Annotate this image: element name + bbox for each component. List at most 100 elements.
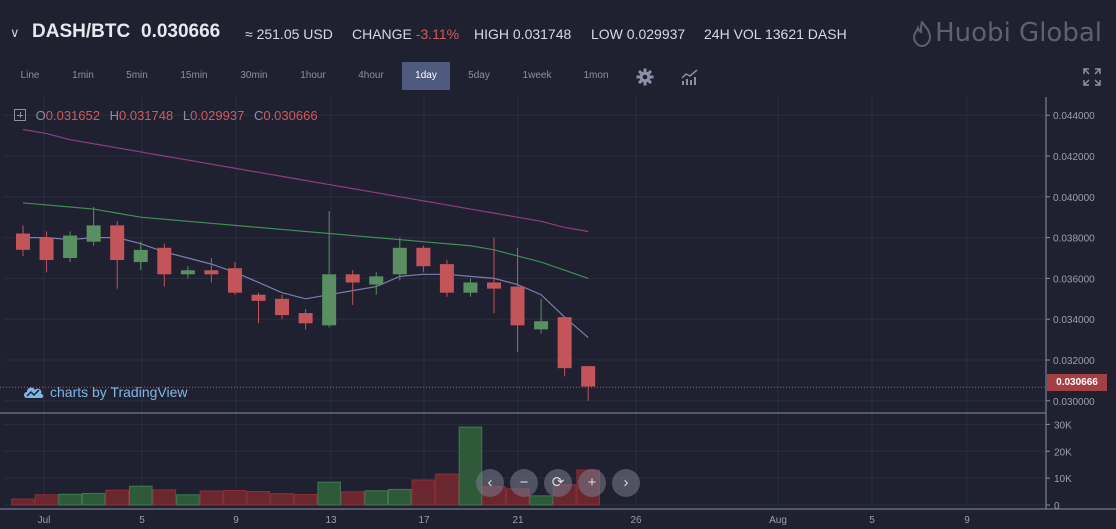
- volume-bar: [34, 494, 59, 506]
- volume-bar: [435, 473, 459, 506]
- candle-body: [416, 247, 431, 267]
- change-stat: CHANGE -3.11%: [352, 26, 459, 42]
- volume-axis-label: 0: [1054, 501, 1060, 512]
- last-price-tag: 0.030666: [1047, 374, 1107, 391]
- interval-line[interactable]: Line: [20, 70, 40, 81]
- volume-bar: [529, 495, 553, 506]
- candle-body: [510, 286, 525, 326]
- last-price: 0.030666: [141, 21, 221, 42]
- candle-body: [110, 225, 125, 261]
- volume-bar: [223, 489, 247, 506]
- time-axis-label: 17: [418, 515, 430, 526]
- legend-toggle-icon[interactable]: [14, 109, 26, 121]
- candle-body: [369, 276, 384, 285]
- time-axis-label: 5: [139, 515, 145, 526]
- volume-stat: 24H VOL 13621 DASH: [704, 26, 847, 42]
- time-axis-label: Jul: [38, 515, 51, 526]
- interval-1hour[interactable]: 1hour: [300, 70, 326, 81]
- volume-bar: [199, 490, 224, 506]
- price-axis-label: 0.044000: [1053, 111, 1095, 122]
- usd-price: ≈ 251.05 USD: [245, 26, 333, 42]
- brand-logo: Huobi Global: [911, 18, 1102, 48]
- volume-bar: [458, 426, 483, 506]
- zoom-out-button[interactable]: −: [510, 469, 538, 497]
- brand-name: Huobi Global: [935, 18, 1102, 48]
- candle-body: [439, 264, 454, 293]
- interval-1mon[interactable]: 1mon: [583, 70, 609, 81]
- candle-body: [39, 237, 54, 261]
- interval-5min[interactable]: 5min: [126, 70, 148, 81]
- candle-body: [581, 366, 596, 387]
- price-axis-label: 0.038000: [1053, 234, 1095, 245]
- scroll-right-button[interactable]: ›: [612, 469, 640, 497]
- high-stat: HIGH 0.031748: [474, 26, 572, 42]
- interval-1day[interactable]: 1day: [402, 62, 450, 90]
- tradingview-credit-text: charts by TradingView: [50, 384, 188, 400]
- candle-body: [16, 233, 30, 250]
- interval-1min[interactable]: 1min: [72, 70, 94, 81]
- candle-body: [463, 282, 478, 293]
- price-axis-label: 0.040000: [1053, 193, 1095, 204]
- time-axis-label: Aug: [769, 515, 787, 526]
- open-label: O: [35, 108, 46, 123]
- volume-bar: [293, 494, 318, 506]
- volume-bar: [58, 493, 82, 506]
- candle-body: [86, 225, 101, 242]
- candle-body: [133, 249, 148, 263]
- pair-name[interactable]: DASH/BTC: [32, 21, 131, 42]
- interval-1week[interactable]: 1week: [522, 70, 552, 81]
- fullscreen-icon[interactable]: [1082, 67, 1102, 87]
- candle-body: [157, 247, 172, 275]
- time-axis-label: 21: [512, 515, 524, 526]
- volume-bar: [81, 492, 106, 506]
- volume-bar: [105, 489, 129, 506]
- indicators-icon[interactable]: [680, 67, 700, 87]
- zoom-in-button[interactable]: +: [578, 469, 606, 497]
- close-label: C: [253, 108, 264, 123]
- interval-4hour[interactable]: 4hour: [358, 70, 384, 81]
- interval-15min[interactable]: 15min: [180, 70, 208, 81]
- time-axis-label: 13: [325, 515, 337, 526]
- time-axis-label: 9: [964, 515, 970, 526]
- change-label: CHANGE: [352, 26, 412, 42]
- candle-body: [180, 270, 195, 275]
- volume-bar: [176, 494, 200, 506]
- ticker-header: ∨ DASH/BTC 0.030666 ≈ 251.05 USD CHANGE …: [0, 0, 1116, 62]
- open-value: 0.031652: [45, 108, 100, 123]
- candle-body: [534, 321, 549, 330]
- price-axis-label: 0.030000: [1053, 397, 1095, 408]
- price-axis-label: 0.042000: [1053, 152, 1095, 163]
- ohlc-legend: O0.031652 H0.031748 L0.029937 C0.030666: [14, 108, 318, 123]
- volume-bar: [340, 491, 365, 506]
- high-label: H: [109, 108, 119, 123]
- gear-icon[interactable]: [635, 67, 655, 87]
- candle-body: [63, 235, 78, 258]
- ma-slow-line: [22, 128, 589, 233]
- volume-bar: [317, 481, 341, 506]
- candle-body: [227, 268, 242, 293]
- price-axis-label: 0.036000: [1053, 274, 1095, 285]
- candlestick-chart[interactable]: 0.044000 0.042000 0.040000 0.038000 0.036000…: [0, 97, 1116, 529]
- scroll-left-button[interactable]: ‹: [476, 469, 504, 497]
- pair-dropdown-chevron-icon[interactable]: ∨: [10, 25, 20, 40]
- time-axis-label: 5: [869, 515, 875, 526]
- flame-icon: [913, 20, 932, 47]
- volume-bar: [388, 488, 412, 506]
- interval-30min[interactable]: 30min: [240, 70, 268, 81]
- interval-5day[interactable]: 5day: [468, 70, 490, 81]
- candle-body: [251, 294, 266, 301]
- candle-body: [298, 313, 313, 324]
- volume-axis-label: 30K: [1054, 420, 1072, 431]
- volume-bar: [246, 491, 271, 506]
- low-value: 0.029937: [190, 108, 245, 123]
- volume-bar: [270, 493, 294, 506]
- volume-axis-label: 20K: [1054, 447, 1072, 458]
- price-axis-label: 0.034000: [1053, 315, 1095, 326]
- price-chart[interactable]: 0.044000 0.042000 0.040000 0.038000 0.036000…: [0, 97, 1116, 529]
- tradingview-credit-link[interactable]: charts by TradingView: [22, 384, 187, 400]
- volume-bar: [364, 490, 389, 506]
- volume-axis-label: 10K: [1054, 474, 1072, 485]
- reset-zoom-button[interactable]: ⟳: [544, 469, 572, 497]
- volume-bar: [11, 498, 35, 506]
